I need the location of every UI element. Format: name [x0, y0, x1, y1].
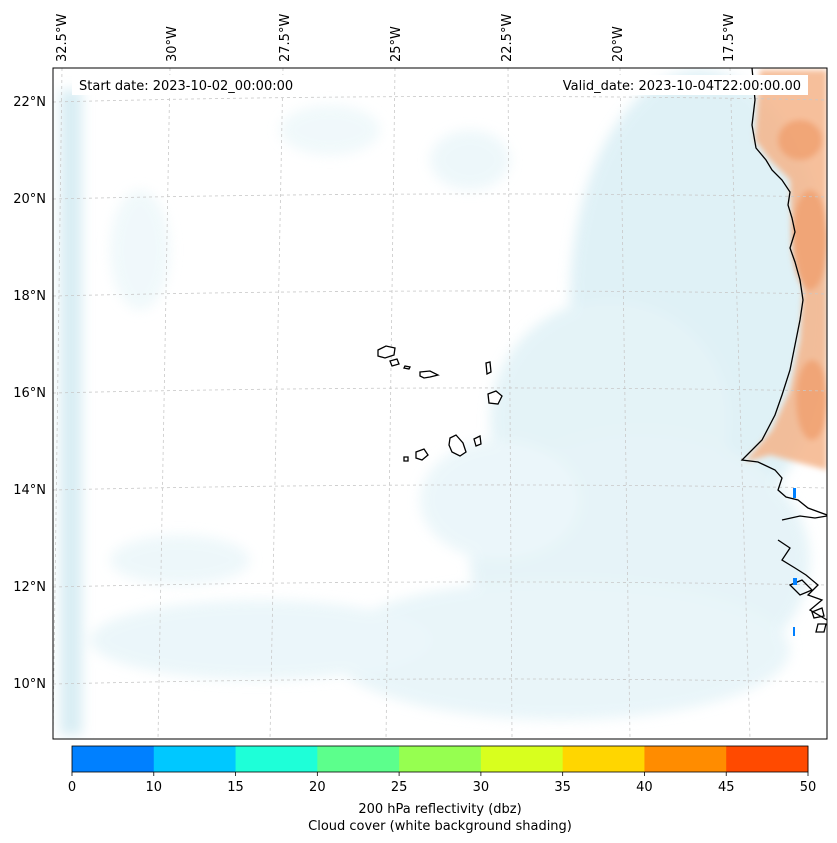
- colorbar-segment: [235, 746, 318, 772]
- colorbar-segment: [317, 746, 400, 772]
- graticule-lines: [53, 68, 827, 739]
- start-date-label: Start date: 2023-10-02_00:00:00: [79, 79, 293, 94]
- colorbar: 0 10 15 20 25 30 35 40 45 50: [68, 745, 817, 795]
- longitude-label: 20°W: [611, 26, 626, 62]
- colorbar-tick-label: 20: [309, 780, 326, 795]
- colorbar-label-cloud-cover: Cloud cover (white background shading): [308, 819, 572, 834]
- island-maio: [473, 435, 482, 447]
- africa-coastline: [740, 68, 827, 516]
- valid-date-box: [539, 75, 808, 95]
- colorbar-tick-label: 45: [718, 780, 735, 795]
- longitude-labels: 32.5°W 30°W 27.5°W 25°W 22.5°W 20°W 17.5°W: [55, 14, 737, 62]
- coastline: [740, 68, 827, 633]
- colorbar-tick-label: 30: [473, 780, 490, 795]
- latitude-label: 12°N: [13, 580, 46, 595]
- cape-verde-islands: [377, 345, 503, 462]
- colorbar-tick-label: 40: [636, 780, 653, 795]
- island-sao-vicente: [389, 358, 400, 367]
- colorbar-tick-label: 50: [800, 780, 817, 795]
- colorbar-segment: [72, 746, 155, 772]
- longitude-label: 27.5°W: [278, 14, 293, 62]
- colorbar-segment: [399, 746, 482, 772]
- longitude-label: 32.5°W: [55, 14, 70, 62]
- latitude-label: 10°N: [13, 677, 46, 692]
- island-fogo: [415, 448, 429, 461]
- colorbar-segment: [644, 746, 727, 772]
- valid-date-label: Valid_date: 2023-10-04T22:00:00.00: [563, 79, 801, 94]
- guinea-coast: [777, 539, 827, 621]
- reflectivity-marks: [793, 488, 797, 636]
- start-date-box: [72, 75, 317, 95]
- colorbar-tick-label: 10: [146, 780, 163, 795]
- latitude-label: 20°N: [13, 192, 46, 207]
- gambia-river: [781, 515, 827, 521]
- colorbar-segment: [726, 746, 809, 772]
- colorbar-segment: [153, 746, 237, 772]
- map-frame: [52, 67, 828, 740]
- latitude-label: 22°N: [13, 95, 46, 110]
- island-sao-nicolau: [419, 370, 440, 379]
- colorbar-frame: [71, 745, 809, 773]
- island-brava: [403, 456, 409, 462]
- colorbar-tick-label: 35: [554, 780, 571, 795]
- colorbar-tick-label: 15: [227, 780, 244, 795]
- island-santiago: [448, 434, 467, 457]
- colorbar-label-reflectivity: 200 hPa reflectivity (dbz): [358, 802, 521, 817]
- island-boa-vista: [487, 390, 503, 405]
- colorbar-tick-label: 0: [68, 780, 76, 795]
- longitude-label: 17.5°W: [722, 14, 737, 62]
- island-santa-luzia: [403, 365, 411, 370]
- bissagos-islands: [788, 579, 827, 633]
- latitude-label: 14°N: [13, 483, 46, 498]
- island-santo-antao: [377, 345, 396, 359]
- longitude-label: 22.5°W: [500, 14, 515, 62]
- cloud-cover-shading: [60, 70, 827, 735]
- longitude-label: 30°W: [165, 26, 180, 62]
- latitude-label: 16°N: [13, 386, 46, 401]
- latitude-label: 18°N: [13, 289, 46, 304]
- land-reflectivity-shading: [745, 70, 827, 470]
- map-content: [53, 68, 827, 739]
- colorbar-tick-label: 25: [391, 780, 408, 795]
- colorbar-segment: [562, 746, 645, 772]
- island-sal: [485, 361, 492, 376]
- colorbar-segment: [480, 746, 564, 772]
- latitude-labels: 22°N 20°N 18°N 16°N 14°N 12°N 10°N: [13, 95, 46, 692]
- longitude-label: 25°W: [389, 26, 404, 62]
